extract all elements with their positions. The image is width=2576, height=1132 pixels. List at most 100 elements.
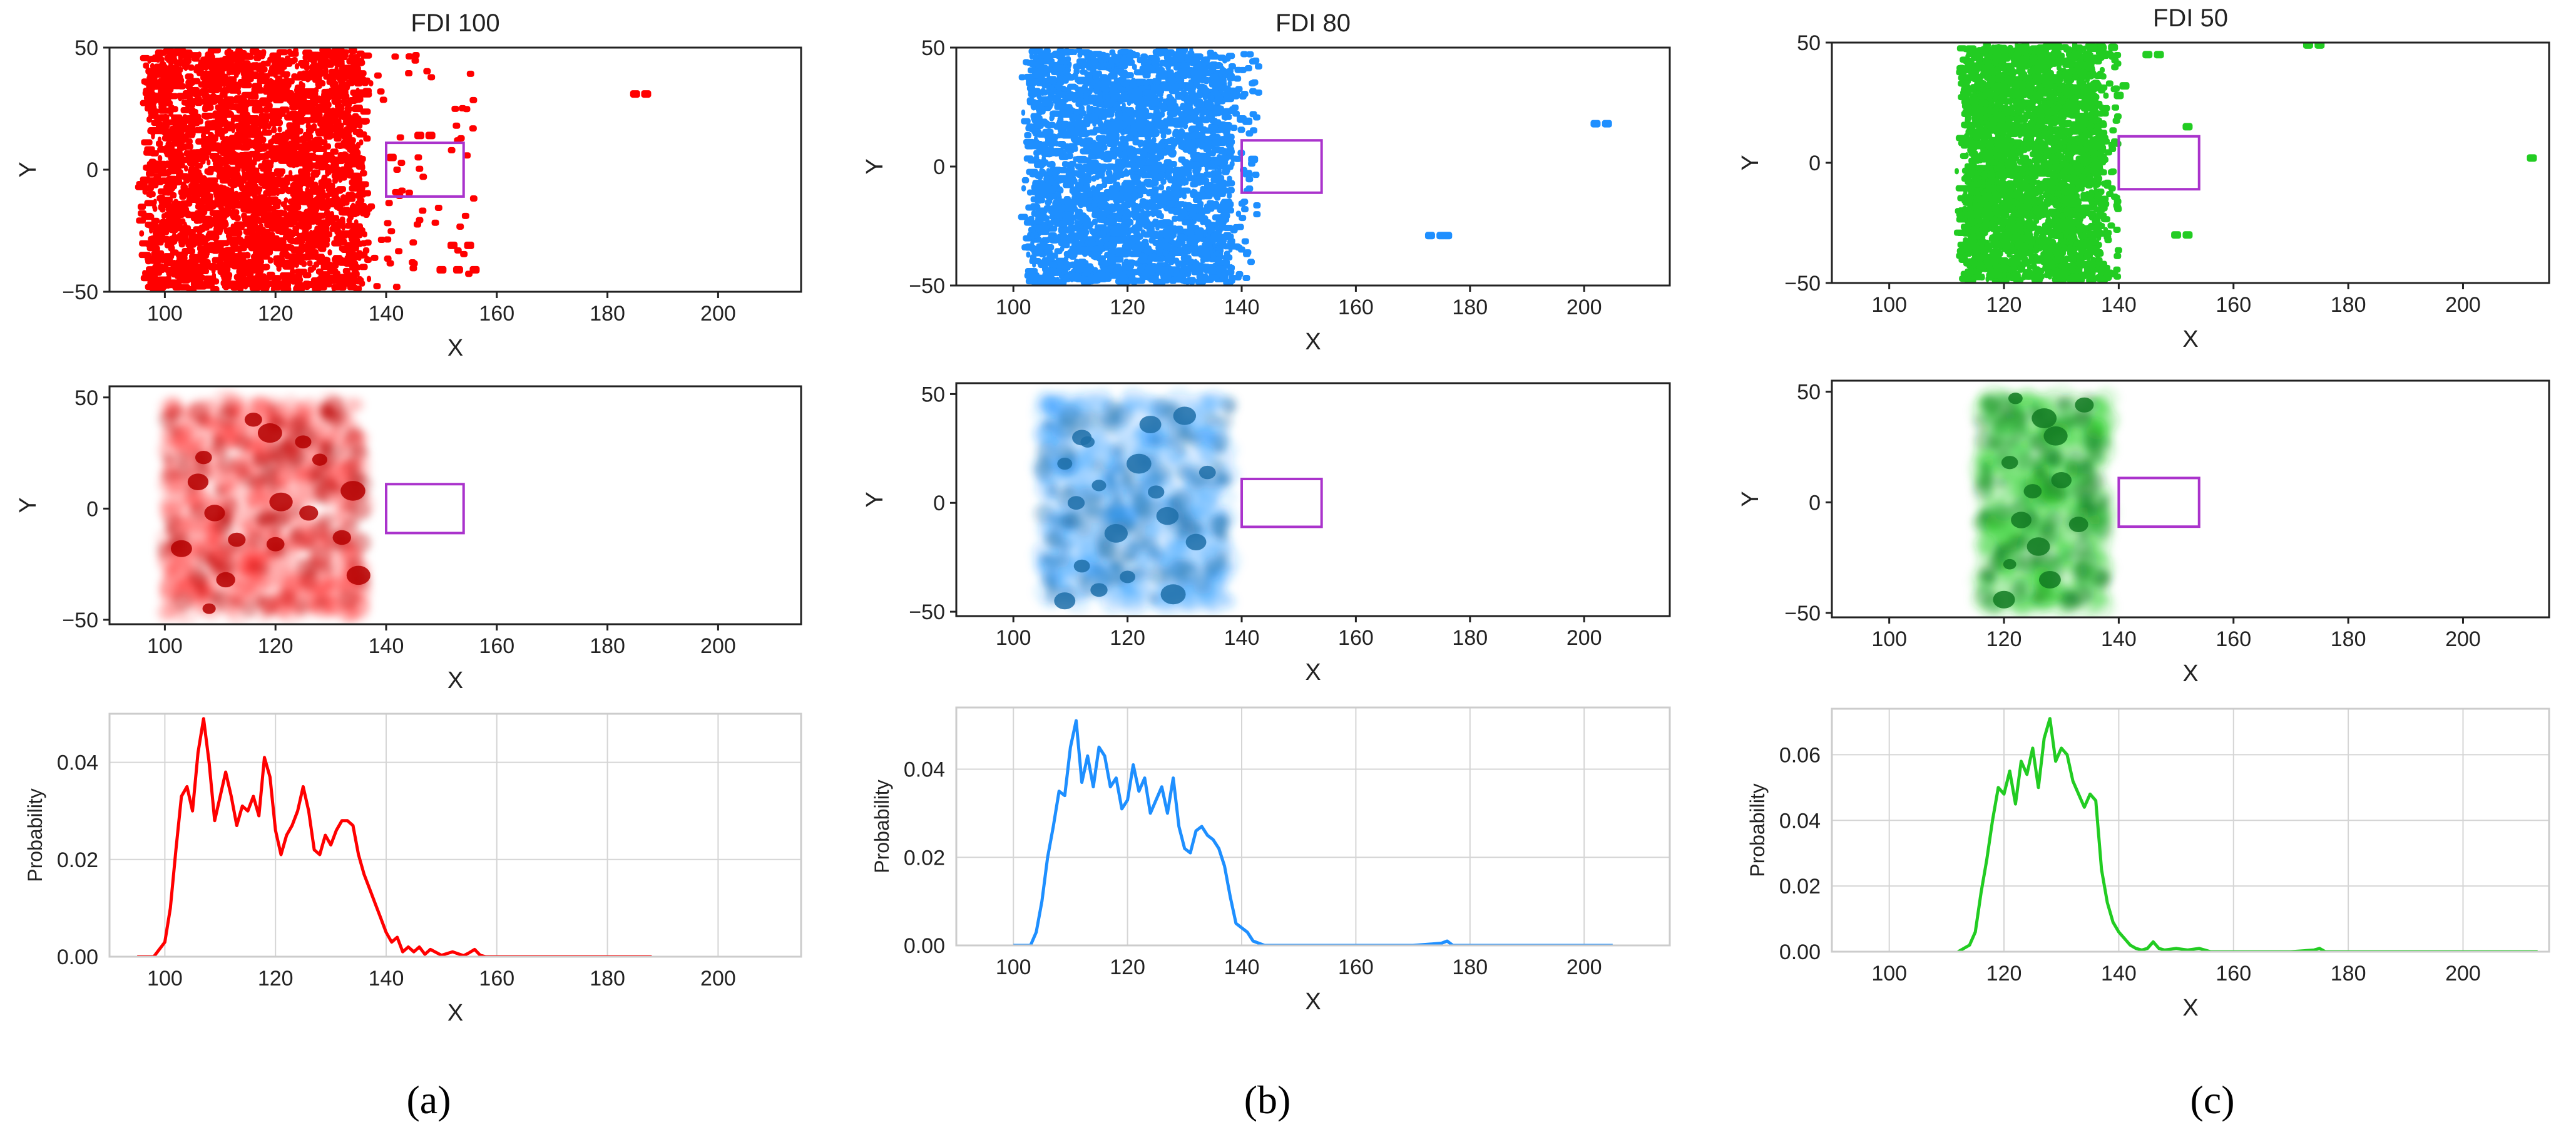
plot-area (135, 48, 652, 292)
scatter-point (317, 104, 325, 111)
scatter-point (292, 255, 305, 262)
scatter-point (409, 265, 417, 272)
density-hotspot (195, 450, 212, 465)
scatter-point (140, 54, 150, 61)
scatter-point (180, 206, 190, 213)
scatter-point (359, 170, 367, 177)
scatter-point (324, 152, 330, 159)
scatter-point (340, 282, 345, 289)
scatter-point (416, 217, 424, 224)
scatter-point (359, 190, 371, 197)
scatter-point (223, 142, 236, 149)
scatter-point (1102, 94, 1111, 101)
scatter-point (241, 167, 245, 173)
scatter-point (225, 194, 233, 201)
y-tick-label: 0 (86, 497, 98, 521)
scatter-point (357, 232, 363, 239)
scatter-point (256, 103, 262, 110)
density-blob (221, 400, 237, 416)
scatter-point (233, 190, 239, 197)
scatter-point (147, 127, 159, 134)
scatter-point (349, 172, 361, 179)
scatter-point (392, 188, 400, 195)
scatter-point (258, 198, 271, 205)
density-blob (252, 513, 266, 526)
scatter-point (255, 247, 263, 254)
scatter-point (187, 211, 200, 218)
scatter-point (1024, 132, 1032, 139)
scatter-point (293, 123, 300, 130)
scatter-point (282, 83, 290, 90)
scatter-point (260, 285, 270, 292)
scatter-point (337, 77, 346, 84)
scatter-point (215, 104, 224, 111)
scatter-point (273, 155, 286, 162)
scatter-point (267, 257, 273, 264)
scatter-point (1118, 164, 1125, 171)
scatter-point (154, 79, 166, 86)
scatter-point (273, 284, 282, 291)
y-tick-label: 0 (86, 158, 98, 182)
density-blob (181, 426, 207, 451)
scatter-point (273, 115, 280, 122)
scatter-point (427, 74, 436, 81)
scatter-point (1130, 193, 1139, 200)
scatter-point (253, 138, 258, 145)
scatter-point (269, 232, 275, 239)
scatter-point (1026, 251, 1031, 258)
scatter-point (355, 87, 360, 94)
scatter-point (260, 227, 266, 234)
scatter-point (391, 53, 399, 60)
density-blob (294, 599, 310, 615)
scatter-point (335, 54, 348, 61)
scatter-point (414, 154, 422, 161)
scatter-point (173, 59, 185, 66)
scatter-outlier (447, 241, 458, 249)
scatter-point (338, 259, 349, 266)
scatter-point (193, 52, 198, 59)
scatter-point (385, 200, 393, 207)
scatter-point (304, 284, 310, 291)
scatter-point (447, 147, 456, 153)
scatter-point (325, 186, 335, 193)
plot-area (155, 389, 465, 624)
scatter-point (329, 156, 339, 163)
scatter-point (212, 272, 217, 279)
density-blob (344, 426, 363, 446)
density-blob (195, 585, 210, 599)
scatter-point (153, 222, 158, 229)
density-blob (320, 562, 334, 575)
scatter-point (249, 48, 258, 55)
scatter-point (168, 235, 179, 242)
scatter-point (1169, 277, 1177, 284)
scatter-point (405, 70, 413, 77)
scatter-point (331, 284, 342, 291)
scatter-point (271, 120, 284, 126)
scatter-point (185, 52, 194, 59)
scatter-point (275, 190, 280, 197)
scatter-point (377, 88, 385, 95)
scatter-point (359, 139, 364, 146)
scatter-point (296, 136, 307, 143)
scatter-point (153, 114, 161, 121)
scatter-point (214, 229, 223, 235)
scatter-point (305, 245, 316, 252)
x-tick-label: 120 (258, 967, 294, 990)
scatter-point (469, 195, 478, 202)
scatter-point (353, 223, 363, 230)
density-blob (247, 530, 266, 549)
scatter-point (409, 239, 417, 246)
scatter-point (239, 64, 245, 71)
scatter-point (138, 210, 147, 217)
scatter-point (396, 134, 404, 141)
scatter-point (178, 262, 191, 269)
scatter-point (220, 150, 227, 157)
scatter-point (367, 275, 371, 282)
scatter-point (249, 284, 261, 291)
scatter-point (238, 224, 245, 230)
scatter-point (329, 267, 337, 274)
scatter-point (176, 216, 181, 223)
scatter-point (357, 186, 362, 193)
y-axis-label: Probability (24, 788, 46, 882)
scatter-point (208, 48, 222, 54)
